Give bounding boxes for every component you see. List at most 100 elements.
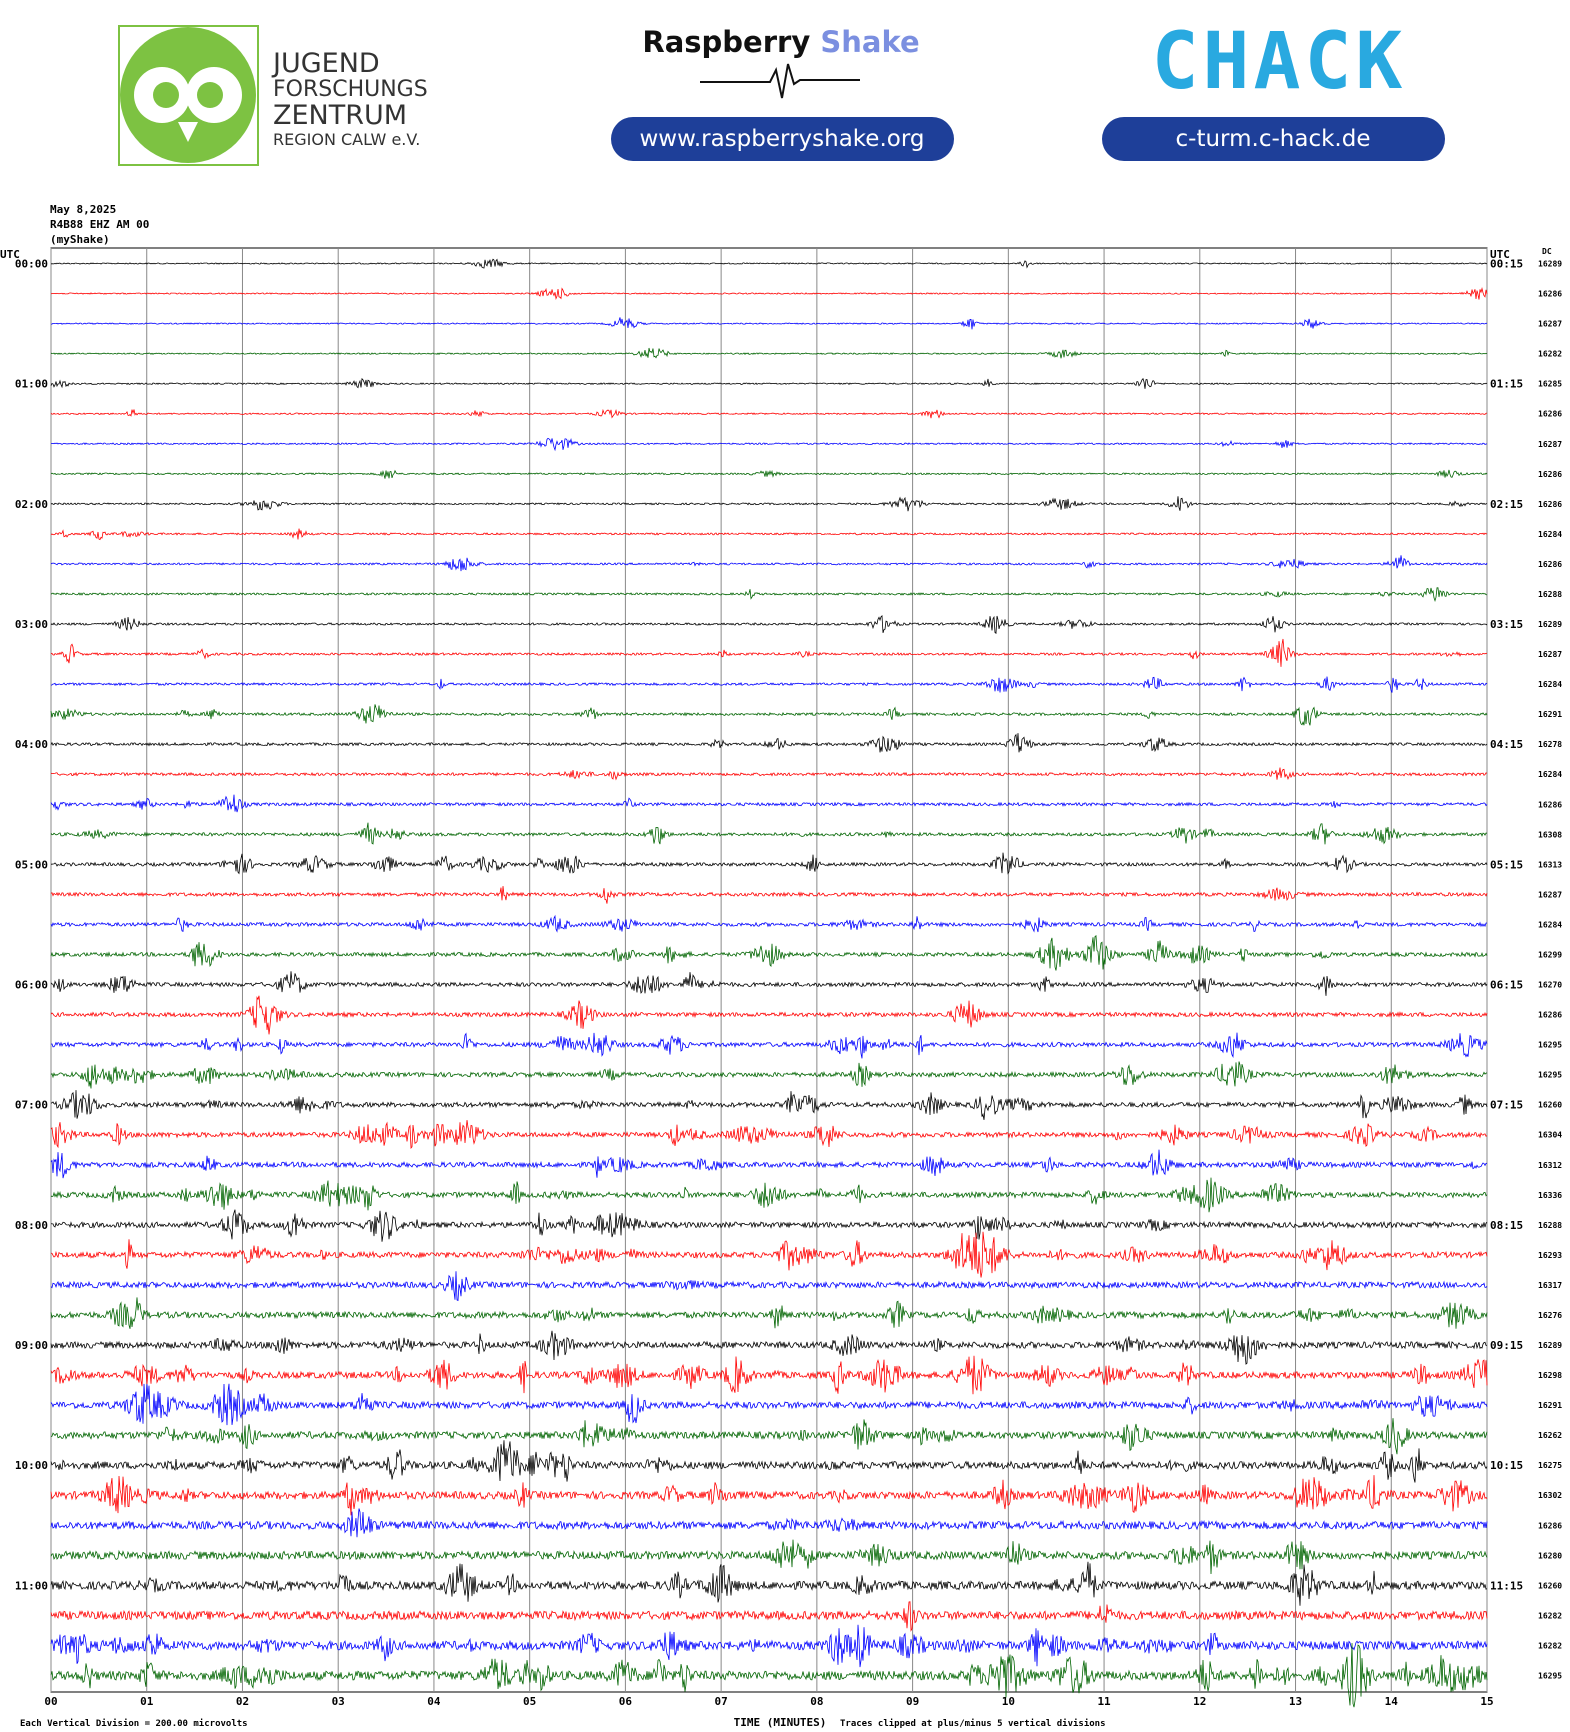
- plot-frame: [50, 247, 1488, 1693]
- trace: [50, 615, 1488, 634]
- dc-value: 16287: [1538, 890, 1562, 899]
- clip-note: Traces clipped at plus/minus 5 vertical …: [840, 1718, 1106, 1729]
- trace: [50, 1149, 1488, 1179]
- x-tick-label: 02: [236, 1695, 249, 1708]
- dc-value: 16291: [1538, 1401, 1562, 1410]
- hour-label: 02:00: [15, 498, 48, 511]
- utc-right: UTC: [1490, 248, 1510, 261]
- dc-value: 16284: [1538, 920, 1562, 929]
- dc-value: 16282: [1538, 1641, 1562, 1650]
- footer: Each Vertical Division = 200.00 microvol…: [20, 1716, 1106, 1729]
- dc-value: 16286: [1538, 560, 1562, 569]
- right-label: 06:15: [1490, 979, 1523, 992]
- hour-label: 10:00: [15, 1459, 48, 1472]
- trace: [50, 1231, 1488, 1278]
- right-label: 02:15: [1490, 498, 1523, 511]
- dc-value: 16286: [1538, 800, 1562, 809]
- url-pill: [611, 117, 954, 161]
- x-tick-label: 07: [715, 1695, 728, 1708]
- dc-value: 16298: [1538, 1371, 1562, 1380]
- right-label: 01:15: [1490, 378, 1523, 391]
- org-line: FORSCHUNGS: [273, 77, 428, 102]
- trace: [50, 1120, 1488, 1150]
- dc-value: 16286: [1538, 1011, 1562, 1020]
- right-label: 11:15: [1490, 1579, 1523, 1592]
- hour-label: 11:00: [15, 1579, 48, 1592]
- right-label: 07:15: [1490, 1099, 1523, 1112]
- hour-label: 05:00: [15, 858, 48, 871]
- dc-label: DC: [1542, 247, 1552, 256]
- dc-value: 16302: [1538, 1491, 1562, 1500]
- dc-value: 16282: [1538, 350, 1562, 359]
- trace: [50, 528, 1488, 541]
- dc-value: 16289: [1538, 1341, 1562, 1350]
- dc-value: 16284: [1538, 770, 1562, 779]
- trace: [50, 1508, 1488, 1538]
- trace: [50, 767, 1488, 781]
- dc-value: 16299: [1538, 950, 1562, 959]
- trace: [50, 1539, 1488, 1575]
- trace: [50, 287, 1488, 300]
- trace: [50, 935, 1488, 971]
- trace: [50, 794, 1488, 813]
- chack-logo: CHACK: [1152, 17, 1407, 107]
- trace: [50, 1271, 1488, 1302]
- dc-value: 16275: [1538, 1461, 1562, 1470]
- trace: [50, 1561, 1488, 1606]
- trace: [50, 1061, 1488, 1089]
- trace: [50, 469, 1488, 479]
- hour-label: 00:00: [15, 258, 48, 271]
- right-label: 04:15: [1490, 738, 1523, 751]
- dc-value: 16270: [1538, 981, 1562, 990]
- dc-value: 16312: [1538, 1161, 1562, 1170]
- dc-value: 16317: [1538, 1281, 1562, 1290]
- brand-right: Shake: [820, 25, 919, 59]
- dc-value: 16286: [1538, 470, 1562, 479]
- trace: [50, 258, 1487, 269]
- dc-value: 16287: [1538, 440, 1562, 449]
- trace: [51, 852, 1488, 875]
- x-tick-label: 11: [1097, 1695, 1111, 1708]
- trace: [50, 638, 1488, 667]
- trace: [50, 1032, 1488, 1059]
- hour-label: 08:00: [15, 1219, 48, 1232]
- trace: [50, 377, 1488, 389]
- trace: [50, 886, 1488, 904]
- dc-value: 16295: [1538, 1672, 1562, 1681]
- trace: [50, 1209, 1488, 1242]
- hour-label: 03:00: [15, 618, 48, 631]
- x-axis-label: TIME (MINUTES): [734, 1716, 827, 1729]
- hour-label: 07:00: [15, 1099, 48, 1112]
- dc-value: 16287: [1538, 650, 1562, 659]
- trace: [50, 704, 1488, 726]
- dc-value: 16286: [1538, 290, 1562, 299]
- right-label: 00:15: [1490, 258, 1523, 271]
- dc-value: 16288: [1538, 1221, 1562, 1230]
- dc-value: 16295: [1538, 1041, 1562, 1050]
- trace: [50, 496, 1488, 512]
- x-tick-label: 10: [1002, 1695, 1015, 1708]
- org-line: JUGEND: [271, 48, 380, 79]
- trace: [50, 1418, 1488, 1455]
- dc-value: 16289: [1538, 260, 1562, 269]
- x-tick-label: 03: [332, 1695, 345, 1708]
- trace: [50, 408, 1488, 419]
- trace: [50, 1643, 1488, 1708]
- brand-left: Raspberry: [642, 25, 810, 59]
- info: May 8,2025 R4B88 EHZ AM 00 (myShake) UTC…: [0, 203, 1552, 261]
- url: c-turm.c-hack.de: [1176, 126, 1371, 152]
- dc-value: 16291: [1538, 710, 1562, 719]
- org-line: REGION CALW e.V.: [273, 130, 420, 149]
- trace: [50, 1624, 1488, 1668]
- x-tick-label: 14: [1385, 1695, 1399, 1708]
- url: www.raspberryshake.org: [640, 126, 925, 152]
- trace: [50, 971, 1488, 996]
- org-line: ZENTRUM: [273, 100, 407, 131]
- dc-value: 16304: [1538, 1131, 1562, 1140]
- hour-label: 04:00: [15, 738, 48, 751]
- dc-value: 16280: [1538, 1551, 1562, 1560]
- trace: [50, 1090, 1488, 1120]
- dc-value: 16295: [1538, 1071, 1562, 1080]
- dc-value: 16282: [1538, 1611, 1562, 1620]
